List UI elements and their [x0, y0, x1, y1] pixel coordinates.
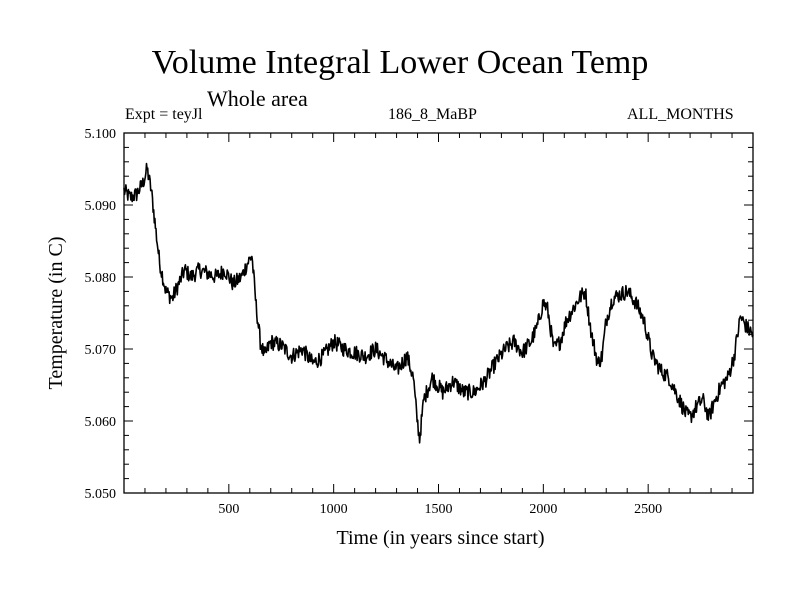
chart-title: Volume Integral Lower Ocean Temp	[151, 44, 649, 81]
x-tick-label: 2500	[634, 502, 662, 517]
y-tick-label: 5.050	[85, 487, 117, 502]
y-tick-label: 5.090	[85, 199, 117, 214]
x-axis-label: Time (in years since start)	[336, 527, 544, 549]
plot-frame	[123, 132, 754, 494]
data-series-line	[123, 162, 754, 444]
x-tick-label: 2000	[529, 502, 557, 517]
x-tick-label: 1000	[320, 502, 348, 517]
run-label: 186_8_MaBP	[388, 106, 477, 123]
y-tick-label: 5.070	[85, 343, 117, 358]
chart-subtitle: Whole area	[207, 86, 308, 111]
y-tick-label: 5.080	[85, 271, 117, 286]
y-tick-label: 5.060	[85, 415, 117, 430]
experiment-label: Expt = teyJl	[125, 106, 203, 123]
x-tick-label: 500	[218, 502, 239, 517]
y-axis-label: Temperature (in C)	[45, 237, 67, 390]
y-tick-label: 5.100	[85, 127, 117, 142]
x-tick-label: 1500	[425, 502, 453, 517]
months-label: ALL_MONTHS	[627, 106, 734, 123]
